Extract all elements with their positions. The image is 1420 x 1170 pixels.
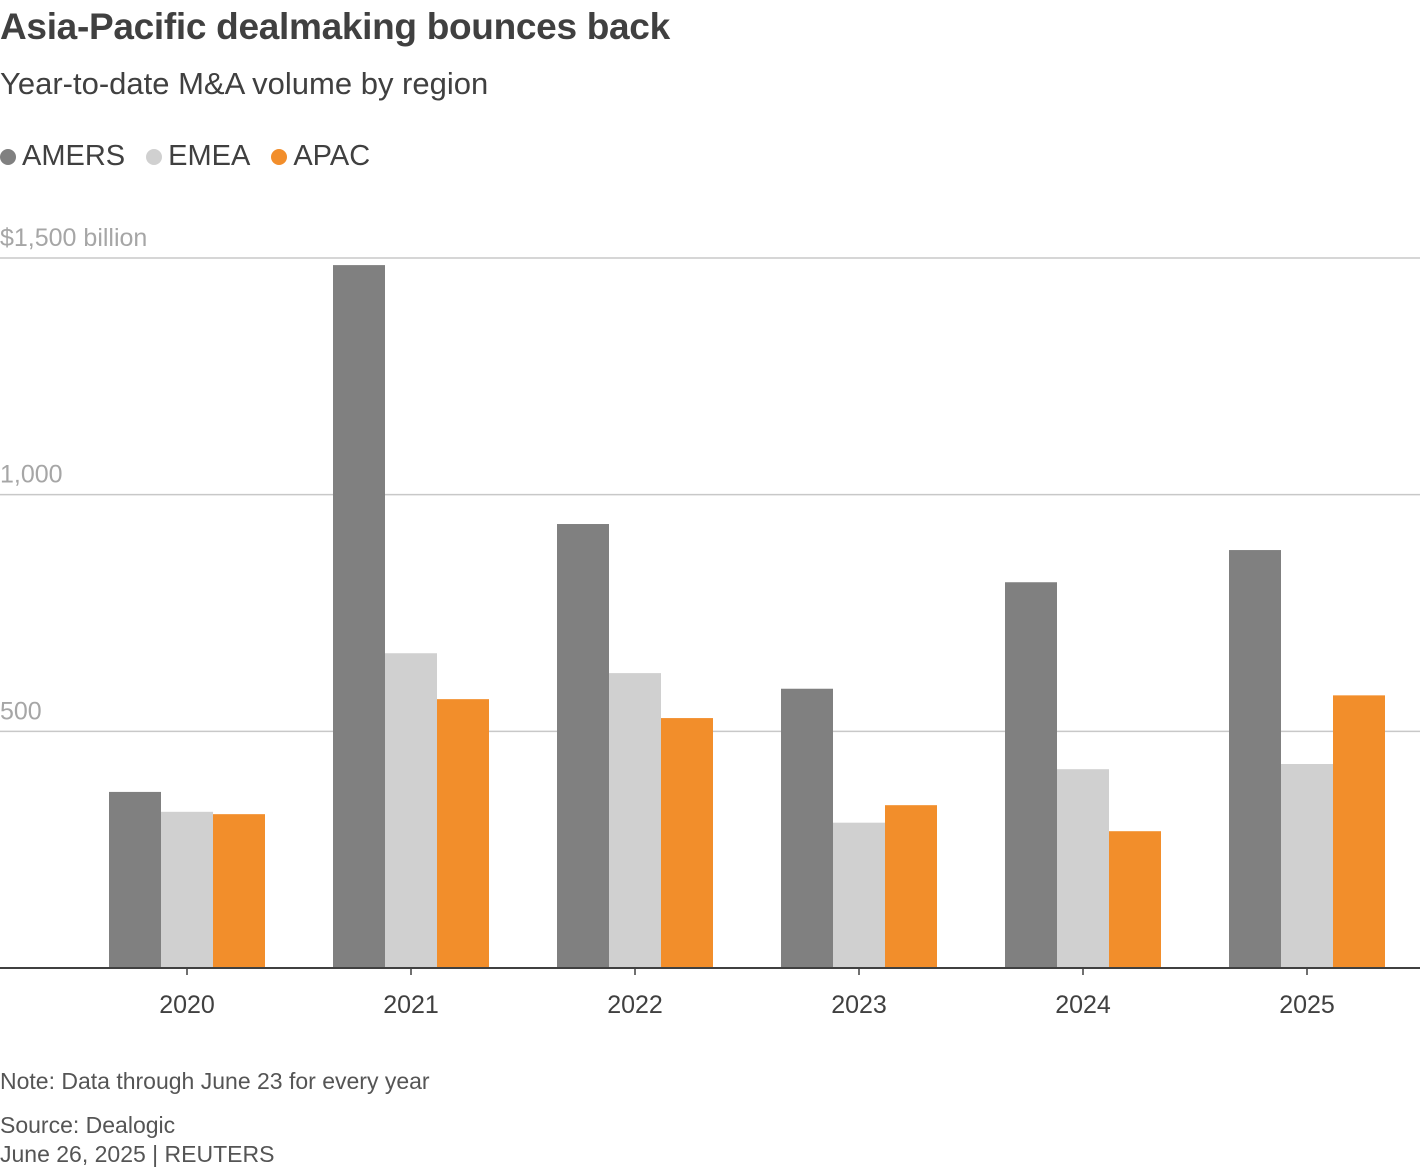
legend-item-emea: EMEA: [146, 140, 250, 173]
bar-amers-2024: [1005, 582, 1057, 968]
legend-label-apac: APAC: [293, 140, 371, 172]
bar-emea-2022: [609, 673, 661, 968]
x-tick-label-2020: 2020: [159, 991, 215, 1019]
source-note: Source: Dealogic: [0, 1112, 176, 1138]
legend-label-amers: AMERS: [22, 140, 126, 172]
bar-amers-2022: [557, 524, 609, 968]
x-tick-label-2021: 2021: [383, 991, 439, 1019]
date-credit: June 26, 2025 | REUTERS: [0, 1141, 275, 1167]
x-tick-label-2023: 2023: [831, 991, 887, 1019]
footnote: Note: Data through June 23 for every yea…: [0, 1068, 430, 1094]
bar-emea-2023: [833, 822, 885, 968]
legend-dot-apac: [271, 148, 288, 165]
legend-dot-emea: [146, 148, 163, 165]
bar-emea-2025: [1281, 763, 1333, 968]
bar-apac-2025: [1333, 695, 1385, 968]
bar-apac-2024: [1109, 831, 1161, 968]
x-tick-label-2022: 2022: [607, 991, 663, 1019]
bar-emea-2021: [385, 653, 437, 968]
bar-apac-2020: [213, 814, 265, 968]
legend-label-emea: EMEA: [168, 140, 251, 172]
legend: AMERS EMEA APAC: [0, 140, 391, 173]
legend-item-amers: AMERS: [0, 140, 125, 173]
chart-title: Asia-Pacific dealmaking bounces back: [0, 6, 670, 47]
bar-apac-2023: [885, 805, 937, 968]
bar-amers-2023: [781, 688, 833, 968]
bar-apac-2021: [437, 699, 489, 968]
bar-amers-2021: [333, 265, 385, 969]
bar-chart: 500 1,000 $1,500 billion 2020 2021 2022 2023 20…: [0, 224, 1420, 1019]
bar-apac-2022: [661, 718, 713, 968]
legend-item-apac: APAC: [271, 140, 370, 173]
y-tick-label-2: $1,500 billion: [0, 224, 147, 252]
bar-emea-2020: [161, 811, 213, 968]
bar-amers-2025: [1229, 550, 1281, 968]
x-tick-label-2025: 2025: [1279, 991, 1335, 1019]
chart-subtitle: Year-to-date M&A volume by region: [0, 66, 489, 101]
y-tick-label-1: 1,000: [0, 461, 63, 489]
x-tick-label-2024: 2024: [1055, 991, 1111, 1019]
legend-dot-amers: [0, 148, 16, 165]
bar-amers-2020: [109, 791, 161, 968]
y-tick-label-0: 500: [0, 697, 42, 725]
bar-emea-2024: [1057, 769, 1109, 968]
